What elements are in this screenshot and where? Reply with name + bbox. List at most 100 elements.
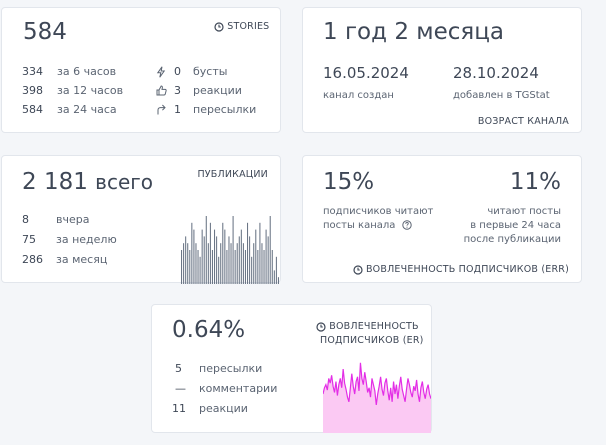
posts-bar (193, 229, 195, 284)
help-icon[interactable] (401, 220, 412, 230)
forwards-label: пересылки (193, 103, 257, 116)
posts-bar (205, 216, 207, 284)
posts-bar (222, 222, 224, 284)
er-forwards-count: 5 (175, 362, 182, 375)
posts-bar (189, 250, 191, 284)
posts-week-label: за неделю (56, 233, 117, 246)
posts-bar-chart (181, 216, 279, 284)
er-reactions-label: реакции (199, 402, 248, 415)
er-value: 0.64% (172, 317, 246, 343)
er-comments-label: комментарии (199, 382, 278, 395)
stories-tag[interactable]: STORIES (214, 21, 269, 32)
posts-bar (216, 236, 218, 284)
posts-bar (191, 222, 193, 284)
forwards-count: 1 (174, 103, 181, 116)
err-left-caption: подписчиков читают посты канала (323, 205, 433, 233)
er-comments-count: — (175, 382, 186, 395)
boosts-label: бусты (193, 65, 228, 78)
clock-icon (214, 21, 224, 32)
posts-bar (253, 243, 255, 284)
posts-row-week: 75 за неделю (22, 232, 142, 248)
er-row-comments: — комментарии (172, 381, 302, 397)
posts-bar (185, 236, 187, 284)
posts-bar (238, 236, 240, 284)
posts-bar (251, 256, 253, 284)
er-series-line (323, 362, 431, 405)
posts-bar (247, 222, 249, 284)
posts-bar (273, 270, 275, 284)
posts-bar (226, 250, 228, 284)
err-left-caption-line-2: посты канала (323, 219, 433, 233)
err-right-caption-line-2: в первые 24 часа (470, 220, 561, 231)
posts-yesterday-label: вчера (56, 213, 90, 226)
reactions-count: 3 (174, 84, 181, 97)
er-tag-text-2: ПОДПИСЧИКОВ (ER) (320, 335, 424, 346)
stories-tag-label: STORIES (227, 21, 270, 32)
thumbs-up-icon (156, 85, 167, 96)
posts-bar (269, 216, 271, 284)
err-right-caption-line-3: после публикации (463, 234, 561, 245)
err-tag-label: ВОВЛЕЧЕННОСТЬ ПОДПИСЧИКОВ (ERR) (365, 264, 569, 275)
stories-6h-label: за 6 часов (57, 65, 117, 78)
posts-row-yesterday: 8 вчера (22, 212, 142, 228)
posts-bar (240, 229, 242, 284)
err-right-value: 11% (509, 169, 561, 195)
channel-age-value: 1 год 2 месяца (323, 19, 504, 45)
clock-icon (353, 264, 363, 275)
posts-bar (259, 222, 261, 284)
posts-bar (195, 243, 197, 284)
posts-bar (232, 216, 234, 284)
err-left-caption-text: посты канала (323, 220, 396, 231)
err-left-value: 15% (323, 169, 375, 195)
posts-bar (261, 243, 263, 284)
posts-bar (228, 236, 230, 284)
stories-card: 584 STORIES 334 за 6 часов 398 за 12 час… (1, 7, 281, 133)
er-tag-text-1: ВОВЛЕЧЕННОСТЬ (329, 321, 419, 332)
publications-tag[interactable]: ПУБЛИКАЦИИ (197, 169, 268, 180)
er-row-forwards: 5 пересылки (172, 361, 302, 377)
publications-total-suffix: всего (95, 170, 154, 194)
err-left-caption-line-1: подписчиков читают (323, 206, 434, 217)
added-date: 28.10.2024 (453, 64, 539, 82)
posts-week-count: 75 (22, 233, 36, 246)
posts-bar (199, 256, 201, 284)
posts-bar (218, 256, 220, 284)
posts-month-count: 286 (22, 253, 43, 266)
posts-bar (263, 250, 265, 284)
posts-bar (255, 229, 257, 284)
posts-row-month: 286 за месяц (22, 252, 142, 268)
stories-6h-count: 334 (22, 65, 43, 78)
err-right-caption-line-1: читают посты (487, 206, 561, 217)
posts-bar (244, 250, 246, 284)
er-card: 0.64% ВОВЛЕЧЕННОСТЬ ПОДПИСЧИКОВ (ER) 5 п… (151, 304, 432, 433)
er-line-chart (323, 362, 431, 433)
posts-bar (230, 243, 232, 284)
er-tag[interactable]: ВОВЛЕЧЕННОСТЬ ПОДПИСЧИКОВ (ER) (316, 320, 424, 348)
posts-bar (234, 250, 236, 284)
err-right-caption: читают посты в первые 24 часа после публ… (464, 205, 561, 247)
stories-12h-label: за 12 часов (57, 84, 124, 97)
posts-bar (183, 243, 185, 284)
posts-bar (242, 243, 244, 284)
stories-row-6h: 334 за 6 часов (22, 64, 142, 80)
publications-card: 2 181 всего ПУБЛИКАЦИИ 8 вчера 75 за нед… (1, 155, 281, 284)
stories-24h-count: 584 (22, 103, 43, 116)
stories-24h-label: за 24 часа (57, 103, 117, 116)
posts-bar (211, 250, 213, 284)
stories-row-forwards: 1 пересылки (156, 102, 276, 118)
er-tag-line-1: ВОВЛЕЧЕННОСТЬ (316, 320, 424, 334)
posts-bar (236, 243, 238, 284)
posts-bar (187, 243, 189, 284)
err-tag[interactable]: ВОВЛЕЧЕННОСТЬ ПОДПИСЧИКОВ (ERR) (353, 264, 569, 275)
er-row-reactions: 11 реакции (172, 401, 302, 417)
share-arrow-icon (156, 104, 166, 115)
posts-bar (203, 236, 205, 284)
publications-total: 2 181 всего (22, 169, 153, 195)
stories-row-24h: 584 за 24 часа (22, 102, 142, 118)
posts-bar (265, 229, 267, 284)
stories-12h-count: 398 (22, 84, 43, 97)
posts-bar (207, 243, 209, 284)
posts-bar (224, 229, 226, 284)
lightning-icon (156, 66, 166, 78)
posts-bar (257, 250, 259, 284)
